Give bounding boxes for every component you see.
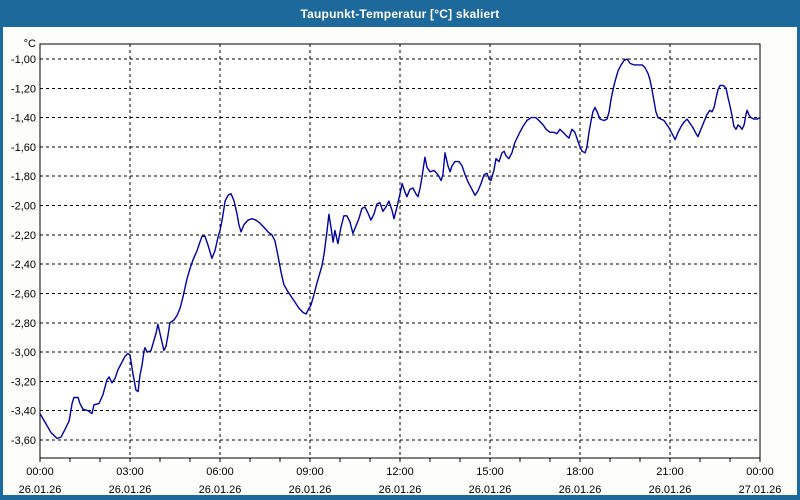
y-tick-label: -3,00: [11, 347, 36, 359]
x-tick-time-label: 00:00: [746, 466, 774, 478]
x-tick-date-label: 26.01.26: [289, 484, 332, 495]
y-tick-label: -2,00: [11, 201, 36, 213]
window-title-bar: Taupunkt-Temperatur [°C] skaliert: [0, 0, 800, 27]
y-tick-label: -2,20: [11, 230, 36, 242]
y-tick-label: -3,20: [11, 376, 36, 388]
x-tick-time-label: 18:00: [566, 466, 594, 478]
y-axis-unit-label: °C: [24, 38, 36, 50]
y-tick-label: -3,60: [11, 435, 36, 447]
x-tick-date-label: 26.01.26: [469, 484, 512, 495]
chart-area: -1,00 -1,20 -1,40 -1,60 -1,80 -2,00 -2,20 -2,40…: [3, 27, 797, 495]
x-tick-date-label: 26.01.26: [109, 484, 152, 495]
x-tick-time-label: 00:00: [26, 466, 54, 478]
x-tick-time-label: 06:00: [206, 466, 234, 478]
y-tick-label: -1,00: [11, 54, 36, 66]
x-tick-date-label: 26.01.26: [559, 484, 602, 495]
chart-plot: -1,00 -1,20 -1,40 -1,60 -1,80 -2,00 -2,20 -2,40…: [11, 38, 782, 495]
window-title: Taupunkt-Temperatur [°C] skaliert: [300, 6, 500, 21]
x-tick-time-label: 15:00: [476, 466, 504, 478]
x-tick-time-label: 09:00: [296, 466, 324, 478]
y-tick-label: -2,60: [11, 288, 36, 300]
y-tick-label: -1,80: [11, 171, 36, 183]
y-tick-label: -1,60: [11, 142, 36, 154]
x-tick-date-label: 26.01.26: [199, 484, 242, 495]
x-tick-date-label: 26.01.26: [19, 484, 62, 495]
x-tick-date-label: 27.01.26: [739, 484, 782, 495]
y-tick-label: -2,40: [11, 259, 36, 271]
x-tick-time-label: 03:00: [116, 466, 144, 478]
x-tick-time-label: 12:00: [386, 466, 414, 478]
x-tick-date-label: 26.01.26: [379, 484, 422, 495]
y-tick-label: -1,20: [11, 83, 36, 95]
x-tick-time-label: 21:00: [656, 466, 684, 478]
x-tick-date-label: 26.01.26: [649, 484, 692, 495]
y-tick-label: -1,40: [11, 113, 36, 125]
y-tick-label: -2,80: [11, 318, 36, 330]
y-tick-label: -3,40: [11, 406, 36, 418]
series-line: [39, 58, 761, 440]
